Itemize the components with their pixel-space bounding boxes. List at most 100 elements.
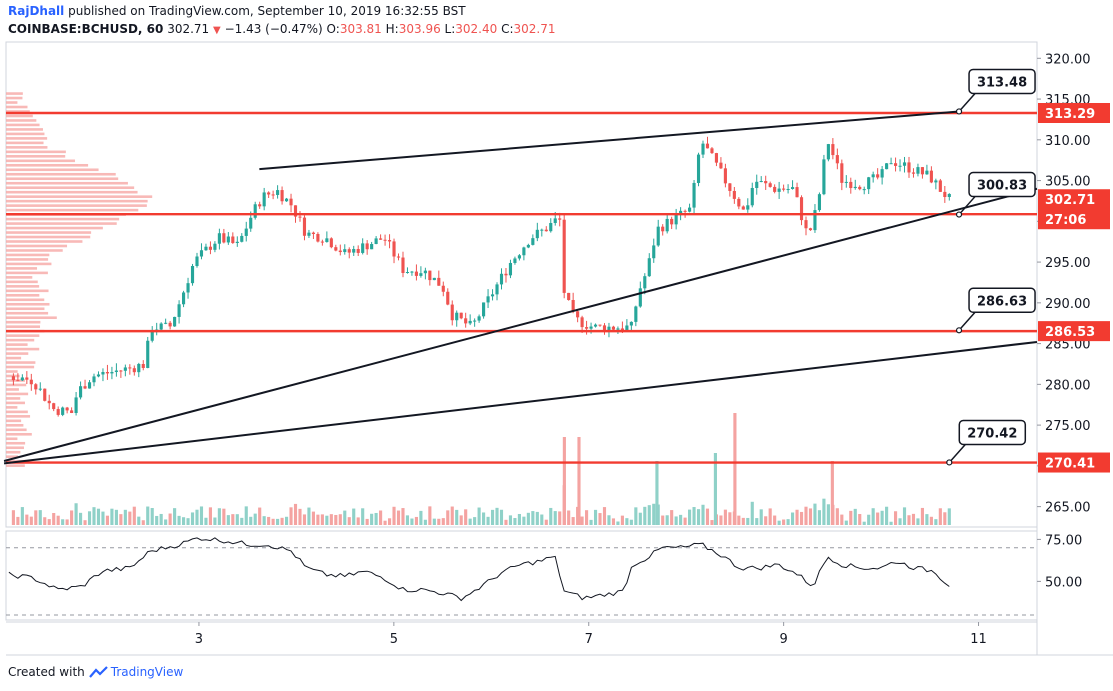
candle-body: [11, 376, 15, 381]
candle-body: [620, 328, 624, 331]
volume-bar: [173, 508, 177, 525]
volume-profile-bar: [6, 406, 18, 409]
callout-box[interactable]: [968, 171, 1036, 198]
candle-body: [383, 239, 387, 241]
volume-bar: [74, 503, 78, 525]
candle-body: [688, 207, 692, 212]
volume-profile-bar: [6, 320, 41, 324]
callout-box[interactable]: [968, 68, 1036, 95]
candle-body: [267, 192, 271, 195]
volume-bar: [871, 508, 875, 525]
volume-bar: [432, 518, 436, 525]
callout-box[interactable]: [968, 287, 1036, 314]
tradingview-brand[interactable]: TradingView: [110, 665, 184, 679]
candle-body: [656, 226, 660, 246]
low-label: L:: [444, 22, 456, 36]
volume-bar: [92, 507, 96, 525]
author-name[interactable]: RajDhall: [8, 4, 65, 18]
volume-bar: [759, 509, 763, 525]
candle-body: [513, 258, 517, 263]
candle-body: [540, 229, 544, 231]
volume-profile-bar: [6, 177, 119, 181]
candle-body: [190, 265, 195, 284]
candle-body: [741, 206, 745, 210]
candle-body: [159, 323, 163, 330]
callout-anchor-point[interactable]: [946, 459, 953, 466]
candle-body: [822, 159, 826, 195]
volume-profile-bar: [6, 450, 21, 454]
callout-box[interactable]: [958, 419, 1027, 446]
candle-body: [249, 217, 253, 229]
volume-profile-bar: [6, 374, 20, 378]
volume-bar: [473, 517, 477, 525]
volume-bar: [782, 519, 786, 525]
volume-profile-bar: [6, 383, 27, 387]
volume-bar: [258, 507, 262, 525]
candle-body: [20, 377, 24, 381]
volume-bar: [70, 510, 74, 525]
candle-body: [455, 312, 459, 321]
volume-bar: [164, 519, 168, 525]
candle-body: [432, 277, 436, 281]
high-label: H:: [385, 22, 399, 36]
candle-body: [441, 285, 445, 292]
volume-profile-bar: [6, 119, 37, 122]
volume-bar: [123, 509, 127, 525]
volume-bar: [204, 517, 208, 525]
candle-body: [602, 325, 607, 332]
candle-body: [334, 247, 338, 251]
callout-pointer: [958, 311, 976, 331]
volume-bar: [83, 520, 87, 525]
volume-profile-bar: [6, 334, 40, 337]
candle-body: [199, 250, 204, 257]
candle-body: [786, 188, 790, 190]
volume-bar: [338, 514, 342, 525]
candle-body: [276, 190, 280, 195]
candle-body: [173, 316, 177, 327]
current-price-label: 302.71: [1045, 193, 1095, 208]
volume-bar: [146, 506, 150, 525]
volume-bar: [253, 513, 257, 525]
candle-body: [450, 304, 454, 321]
trendline[interactable]: [3, 340, 1038, 465]
y-tick-label: 265.00: [1045, 501, 1091, 516]
volume-profile-bar: [6, 298, 45, 302]
candle-body: [195, 256, 199, 266]
volume-profile-bar: [6, 101, 18, 104]
callout-anchor-point[interactable]: [955, 211, 963, 218]
candle-body: [943, 191, 947, 197]
volume-bar: [177, 515, 181, 525]
volume-bar: [499, 509, 504, 525]
volume-bar: [181, 517, 186, 525]
volume-profile-bar: [6, 289, 49, 293]
callout-anchor-point[interactable]: [955, 108, 963, 115]
candle-body: [302, 217, 307, 236]
footer: Created with TradingView: [8, 665, 183, 679]
callout-label: 313.48: [977, 75, 1027, 90]
callout-anchor-point[interactable]: [955, 327, 963, 334]
volume-bar: [289, 507, 293, 525]
candle-body: [723, 168, 727, 184]
volume-bar: [737, 515, 741, 525]
callout-label: 300.83: [977, 179, 1027, 194]
candle-body: [804, 220, 808, 229]
candle-body: [777, 188, 781, 192]
volume-profile-bar: [6, 347, 40, 351]
volume-bar: [387, 518, 392, 525]
candle-body: [365, 243, 369, 250]
volume-profile-bar: [6, 464, 25, 467]
volume-profile-bar: [6, 307, 45, 311]
volume-bar: [11, 510, 15, 525]
trendline[interactable]: [3, 187, 1038, 462]
candle-body: [929, 170, 933, 183]
candle-body: [74, 397, 78, 413]
volume-profile-bar: [6, 105, 28, 109]
trendline[interactable]: [259, 110, 960, 171]
candle-body: [338, 250, 342, 253]
volume-profile-bar: [6, 181, 128, 185]
volume-bar: [638, 512, 642, 525]
volume-bar: [580, 516, 584, 525]
volume-bar: [240, 517, 244, 525]
volume-bar: [244, 506, 248, 525]
